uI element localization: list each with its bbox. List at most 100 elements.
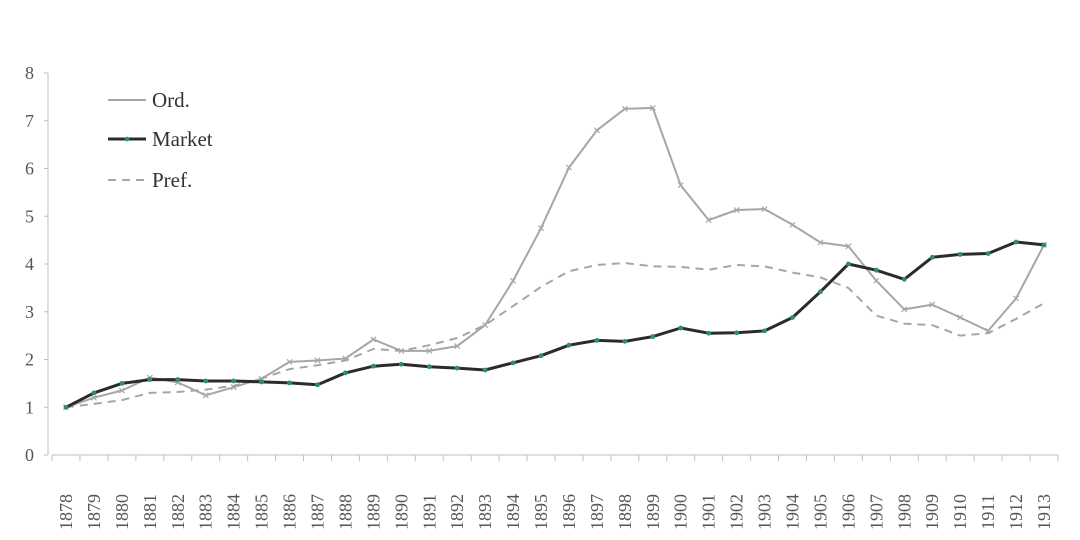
point-market [650, 334, 656, 339]
point-pref [735, 264, 737, 266]
x-tick-label: 1912 [1006, 494, 1026, 530]
x-tick-label: 1894 [503, 494, 523, 530]
point-ord [286, 358, 293, 365]
point-pref [624, 262, 626, 264]
point-ord [118, 387, 125, 394]
point-ord [761, 206, 768, 213]
y-tick-label: 6 [25, 159, 34, 179]
point-pref [931, 324, 933, 326]
x-tick-label: 1905 [810, 494, 830, 530]
point-pref [875, 314, 877, 316]
x-tick-label: 1910 [950, 494, 970, 530]
y-axis: 0 1 2 3 4 5 6 7 8 [25, 63, 49, 465]
point-market [538, 353, 544, 359]
point-pref [680, 266, 682, 268]
point-market [259, 379, 264, 385]
point-pref [288, 368, 290, 370]
x-tick-label: 1885 [252, 494, 272, 530]
legend-item-pref: Pref. [108, 168, 192, 192]
legend-label-ord: Ord. [152, 88, 190, 112]
legend-item-market: Market [108, 127, 213, 151]
point-pref [1043, 302, 1045, 304]
point-market [1041, 242, 1047, 248]
point-market [818, 289, 823, 295]
point-ord [705, 217, 712, 224]
point-market [678, 325, 684, 331]
point-pref [707, 269, 709, 271]
x-tick-label: 1878 [56, 494, 76, 530]
point-ord [510, 277, 517, 284]
point-ord [845, 243, 852, 250]
x-tick-label: 1892 [447, 494, 467, 530]
point-market [343, 370, 348, 376]
point-ord [621, 105, 628, 112]
x-tick-label: 1904 [783, 494, 803, 530]
point-ord [901, 306, 908, 313]
point-market [706, 330, 712, 336]
x-tick-label: 1903 [755, 494, 775, 530]
point-ord [985, 327, 992, 334]
point-ord [398, 347, 405, 354]
point-market [175, 377, 181, 382]
series-line-ord [65, 106, 1045, 409]
x-tick-label: 1911 [978, 494, 998, 529]
point-market [929, 254, 935, 260]
x-tick-label: 1896 [559, 494, 579, 530]
series-line-market [65, 240, 1045, 409]
point-market [482, 367, 488, 373]
point-pref [819, 276, 821, 278]
x-tick-label: 1902 [727, 494, 747, 530]
point-ord [202, 392, 209, 399]
point-ord [677, 182, 684, 189]
y-tick-label: 1 [25, 397, 34, 417]
point-ord [873, 277, 880, 284]
x-tick-label: 1889 [363, 494, 383, 530]
point-market [594, 338, 600, 343]
point-pref [959, 334, 961, 336]
point-market [63, 404, 69, 410]
point-market [762, 328, 767, 334]
x-tick-label: 1887 [307, 494, 327, 530]
x-tick-label: 1897 [587, 494, 607, 530]
legend-item-ord: Ord. [108, 88, 190, 112]
point-market [734, 330, 740, 336]
x-tick-label: 1898 [615, 494, 635, 530]
point-pref [1015, 318, 1017, 320]
x-tick-label: 1893 [475, 494, 495, 530]
x-tick-label: 1886 [280, 494, 300, 530]
point-market [901, 276, 907, 282]
point-market [370, 363, 376, 369]
point-market [203, 378, 209, 384]
point-market [846, 261, 851, 267]
x-tick-label: 1890 [391, 494, 411, 530]
point-pref [121, 399, 123, 401]
series-ord [62, 104, 1048, 411]
point-pref [205, 388, 207, 390]
series-pref [65, 262, 1045, 409]
point-ord [817, 239, 824, 246]
point-market [315, 382, 320, 388]
point-market [790, 315, 795, 320]
x-tick-label: 1899 [643, 494, 663, 530]
point-ord [593, 127, 600, 134]
x-tick-label: 1909 [922, 494, 942, 530]
y-tick-label: 5 [25, 206, 34, 226]
point-market [287, 380, 292, 386]
x-tick-label: 1891 [419, 494, 439, 530]
point-market [398, 361, 404, 367]
x-tick-label: 1881 [140, 494, 160, 530]
point-ord [342, 355, 349, 362]
x-tick-label: 1900 [671, 494, 691, 530]
legend: Ord. Market Pref. [108, 88, 213, 192]
point-market [985, 251, 991, 256]
x-tick-label: 1882 [168, 494, 188, 530]
point-ord [482, 322, 489, 329]
point-market [1013, 239, 1019, 245]
x-tick-label: 1888 [335, 494, 355, 530]
x-tick-label: 1879 [84, 494, 104, 530]
point-ord [230, 384, 237, 391]
point-ord [370, 336, 377, 343]
y-tick-label: 8 [25, 63, 34, 83]
x-tick-label: 1913 [1034, 494, 1054, 530]
